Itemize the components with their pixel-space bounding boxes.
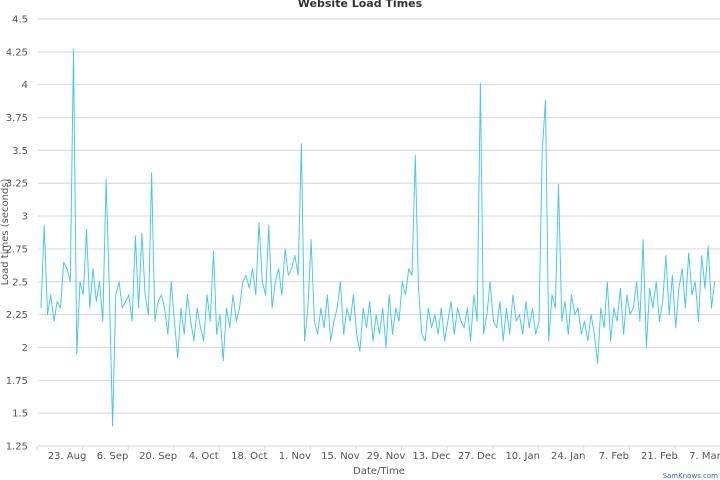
y-tick-label: 4.5 — [12, 15, 28, 26]
x-tick-label: 10. Jan — [505, 451, 540, 462]
y-tick-label: 4.25 — [6, 47, 28, 58]
y-tick-label: 3 — [22, 212, 28, 223]
y-tick-label: 3.75 — [6, 113, 28, 124]
y-tick-label: 4 — [22, 80, 28, 91]
y-tick-label: 3.5 — [12, 146, 28, 157]
y-tick-label: 3.25 — [6, 179, 28, 190]
x-tick-label: 29. Nov — [367, 451, 406, 462]
y-tick-label: 2 — [22, 343, 28, 354]
y-axis-label: Load times (seconds) — [0, 178, 11, 285]
y-axis-ticks: 1.25 1.5 1.75 2 2.25 2.5 2.75 3 3.25 3.5 3.75 4 4.25… — [6, 15, 28, 453]
y-tick-label: 1.25 — [6, 442, 28, 453]
x-tick-label: 7. Mar — [689, 451, 720, 462]
y-tick-label: 1.5 — [12, 409, 28, 420]
x-axis-ticks: 23. Aug 6. Sep 20. Sep 4. Oct 18. Oct 1. Nov 1… — [36, 446, 720, 462]
x-axis-label: Date/Time — [353, 466, 405, 477]
x-tick-label: 4. Oct — [189, 451, 219, 462]
x-tick-label: 7. Feb — [599, 451, 629, 462]
x-tick-label: 1. Nov — [279, 451, 311, 462]
x-tick-label: 27. Dec — [458, 451, 496, 462]
y-tick-label: 1.75 — [6, 376, 28, 387]
x-tick-label: 21. Feb — [641, 451, 678, 462]
gridlines — [38, 18, 720, 447]
x-tick-label: 20. Sep — [139, 451, 177, 462]
x-tick-label: 6. Sep — [97, 451, 129, 462]
credit-link[interactable]: SamKnows.com — [662, 472, 718, 480]
series — [40, 48, 716, 427]
x-tick-label: 18. Oct — [231, 451, 267, 462]
y-tick-label: 2.75 — [6, 244, 28, 255]
x-tick-label: 13. Dec — [412, 451, 450, 462]
series-line — [40, 48, 716, 427]
y-tick-label: 2.25 — [6, 310, 28, 321]
chart-title: Website Load Times — [297, 0, 423, 10]
y-tick-label: 2.5 — [12, 277, 28, 288]
x-tick-label: 23. Aug — [48, 451, 87, 462]
x-tick-label: 15. Nov — [321, 451, 360, 462]
x-tick-label: 24. Jan — [551, 451, 586, 462]
